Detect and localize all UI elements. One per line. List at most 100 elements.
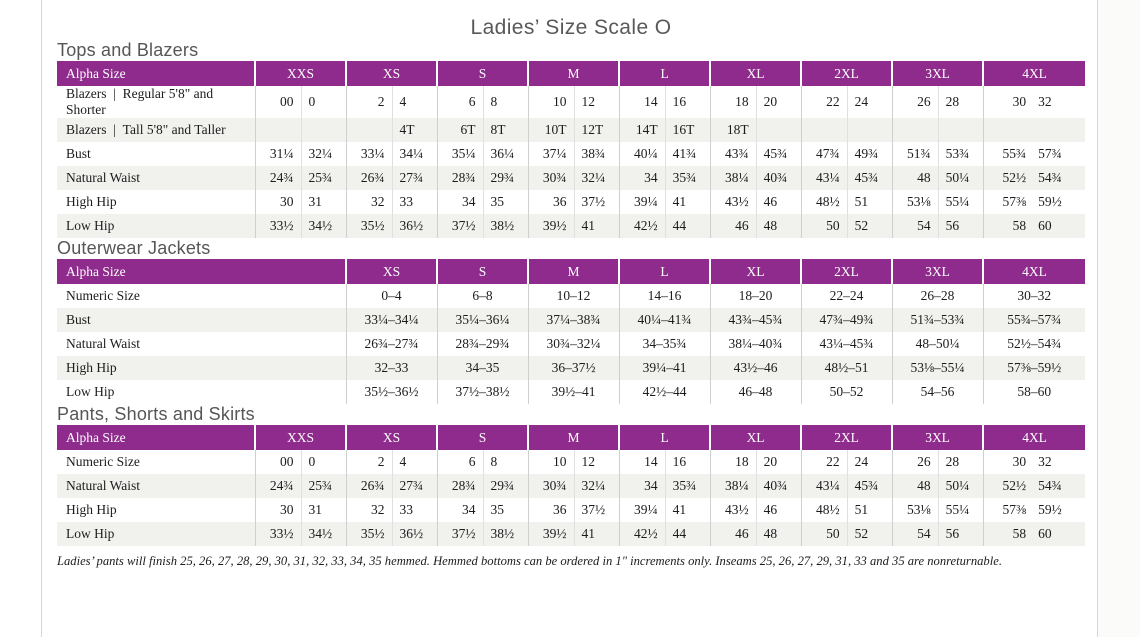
value-cell: 14 [618, 450, 666, 474]
value-cell: 27¾ [391, 474, 438, 498]
size-header-cell: 3XL [891, 259, 983, 284]
value-cell: 52 [846, 522, 893, 546]
table-row: Bust 33¼–34¼ 35¼–36¼ 37¼–38¾ 40¼–41¾ 43¾–45¾ 4… [57, 308, 1085, 332]
size-header-cell: XL [709, 259, 801, 284]
value-cell: 36½ [391, 214, 438, 238]
value-cell: 48–50¼ [891, 332, 983, 356]
value-cell: 41 [664, 498, 711, 522]
size-header-cell: XS [345, 61, 438, 86]
table-row: Blazers | Tall 5'8" and Taller 4T 6T 8T 10T 1… [57, 118, 1086, 142]
value-cell: 0 [300, 86, 347, 118]
value-cell: 32 [1038, 94, 1052, 109]
value-cell: 26¾–27¾ [345, 332, 437, 356]
value-cell: 50¼ [937, 474, 984, 498]
value-cell: 6T [436, 118, 484, 142]
pants-shorts-skirts-table: Alpha Size XXS XS S M L XL 2XL 3XL 4XL Numeric Siz… [57, 425, 1086, 546]
value-cell: 27¾ [391, 166, 438, 190]
value-cell: 45¾ [755, 142, 802, 166]
value-cell: 12 [573, 450, 620, 474]
value-cell: 28 [937, 86, 984, 118]
value-cell: 48½–51 [800, 356, 892, 380]
value-cell: 38¼–40¾ [709, 332, 801, 356]
value-cell [982, 118, 1034, 142]
value-cell: 36½ [391, 522, 438, 546]
value-cell: 4T [391, 118, 438, 142]
value-cell: 43¾–45¾ [709, 308, 801, 332]
value-cell: 46 [755, 190, 802, 214]
alpha-size-header-cell: Alpha Size [57, 425, 255, 450]
value-cell: 10T [527, 118, 575, 142]
size-header-cell: 2XL [800, 259, 892, 284]
value-cell: 45¾ [846, 474, 893, 498]
value-cell: 25¾ [300, 474, 347, 498]
value-cell: 38¼ [709, 474, 757, 498]
value-cell: 30¾ [527, 474, 575, 498]
value-cell: 41 [664, 190, 711, 214]
table-row: Numeric Size 00 0 2 4 6 8 10 12 14 16 18 20 22 24 26 28 3… [57, 450, 1085, 474]
value-cell: 24¾ [254, 166, 301, 190]
value-cell: 31¼ [254, 142, 301, 166]
value-cell: 37½ [436, 522, 484, 546]
value-cell: 60 [1033, 522, 1086, 546]
value-cell: 57⅜ [982, 190, 1034, 214]
value-cell: 16 [664, 86, 711, 118]
value-cell: 33¼–34¼ [345, 308, 437, 332]
value-cell: 8T [482, 118, 529, 142]
page-margin-area [1098, 0, 1140, 637]
value-cell: 8 [482, 450, 529, 474]
value-cell: 26 [891, 86, 939, 118]
value-cell: 20 [755, 450, 802, 474]
value-cell: 43¼–45¾ [800, 332, 892, 356]
value-cell: 54 [891, 522, 939, 546]
value-cell: 52½ [982, 474, 1034, 498]
value-cell: 33 [391, 498, 438, 522]
value-cell: 42½ [618, 522, 666, 546]
row-label-cell: High Hip [57, 356, 346, 380]
value-cell: 32 [345, 190, 393, 214]
table-row: Blazers | Regular 5'8" and Shorter 00 0 2 4 6… [57, 86, 1085, 118]
value-cell: 60 [1033, 214, 1086, 238]
section-title-pants-shorts-skirts: Pants, Shorts and Skirts [57, 404, 255, 424]
outerwear-jackets-table: Alpha Size XS S M L XL 2XL 3XL 4XL Numeric Size 0–… [57, 259, 1085, 404]
value-cell: 35 [482, 498, 529, 522]
value-cell: 55¾–57¾ [982, 308, 1085, 332]
value-cell: 10 [527, 450, 575, 474]
value-cell: 39½ [527, 522, 575, 546]
value-cell: 46 [709, 214, 757, 238]
value-cell: 54¾ [1033, 474, 1086, 498]
value-cell: 50¼ [937, 166, 984, 190]
size-header-cell: 4XL [982, 425, 1086, 450]
value-cell: 24¾ [254, 474, 301, 498]
value-cell: 52 [846, 214, 893, 238]
value-cell: 40¼ [618, 142, 666, 166]
table-row: Natural Waist 24¾ 25¾ 26¾ 27¾ 28¾ 29¾ 30¾ 32¼ 34 3… [57, 474, 1086, 498]
table-row: Low Hip 33½ 34½ 35½ 36½ 37½ 38½ 39½ 41 42½ 44 46 48 5… [57, 214, 1086, 238]
value-cell: 41 [573, 522, 620, 546]
value-cell: 32¼ [573, 166, 620, 190]
value-cell: 33½ [254, 214, 301, 238]
value-cell: 2 [345, 86, 393, 118]
row-label-cell: Blazers | Regular 5'8" and Shorter [66, 86, 214, 117]
value-cell: 46–48 [709, 380, 801, 404]
value-cell: 41 [573, 214, 620, 238]
value-cell [254, 118, 301, 142]
row-label-cell: Blazers | Tall 5'8" and Taller [57, 118, 255, 142]
value-cell: 24 [846, 450, 893, 474]
value-cell: 8 [482, 86, 529, 118]
value-cell: 12T [573, 118, 620, 142]
size-header-cell: M [527, 425, 620, 450]
value-cell: 53⅛–55¼ [891, 356, 983, 380]
size-header-cell: S [436, 425, 529, 450]
footnote: Ladies’ pants will finish 25, 26, 27, 28… [57, 554, 1002, 568]
value-cell: 39¼ [618, 498, 666, 522]
value-cell: 29¾ [482, 474, 529, 498]
tops-and-blazers-table: Alpha Size XXS XS S M L XL 2XL 3XL 4XL Blazers | R… [57, 61, 1086, 238]
value-cell: 33½ [254, 522, 301, 546]
value-cell: 31 [300, 498, 347, 522]
value-cell: 57⅜ [982, 498, 1034, 522]
value-cell: 45¾ [846, 166, 893, 190]
value-cell: 58–60 [982, 380, 1085, 404]
value-cell: 30¾ [527, 166, 575, 190]
size-header-cell: S [436, 259, 528, 284]
value-cell: 18–20 [709, 284, 801, 308]
